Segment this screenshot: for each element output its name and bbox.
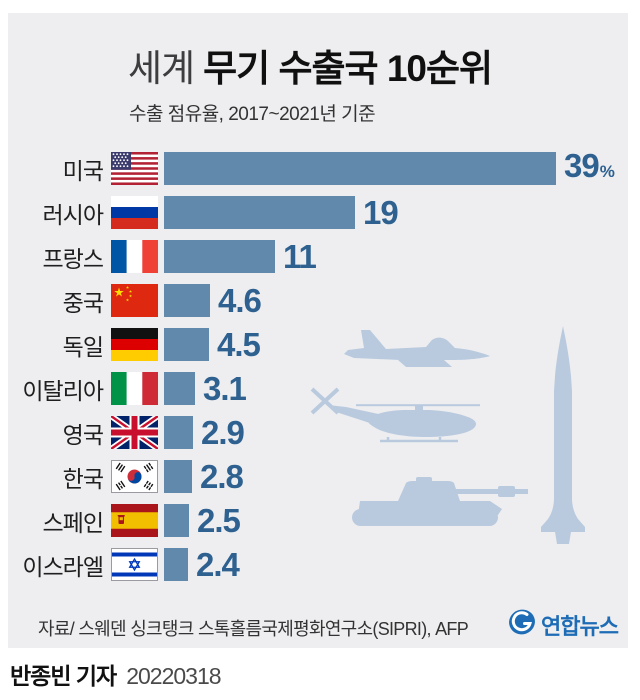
value-label: 2.5 <box>197 502 241 539</box>
bar-chart: 미국 39% 러시아 19 프랑스 11 <box>8 147 628 592</box>
it-flag-icon <box>111 372 158 405</box>
bar <box>164 504 189 537</box>
country-label: 독일 <box>62 333 104 360</box>
source-note: 자료/ 스웨덴 싱크탱크 스톡홀름국제평화연구소(SIPRI), AFP <box>38 619 469 639</box>
chart-row: 영국 2.9 <box>8 414 245 451</box>
missile-icon <box>535 326 591 548</box>
es-flag-icon <box>111 504 158 537</box>
country-label: 이탈리아 <box>22 377 104 404</box>
chart-row: 러시아 19 <box>8 194 399 231</box>
gb-flag-icon <box>111 416 158 449</box>
chart-row: 독일 4.5 <box>8 326 261 363</box>
value-label: 11 <box>283 238 317 275</box>
byline-author: 반종빈 기자 <box>10 663 117 689</box>
value-label: 39% <box>564 147 615 184</box>
value-label: 2.8 <box>200 458 244 495</box>
page-title: 세계 무기 수출국 10순위 <box>128 38 493 92</box>
chart-subtitle: 수출 점유율, 2017~2021년 기준 <box>129 104 376 125</box>
bar <box>164 372 195 405</box>
bar <box>164 240 275 273</box>
bar <box>164 284 210 317</box>
chart-row: 스페인 2.5 <box>8 502 241 539</box>
bar <box>164 460 192 493</box>
chart-row: 이탈리아 3.1 <box>8 370 247 407</box>
country-label: 미국 <box>62 157 104 184</box>
us-flag-icon <box>111 152 158 185</box>
infographic-panel: 세계 무기 수출국 10순위 수출 점유율, 2017~2021년 기준 <box>8 13 628 648</box>
il-flag-icon <box>111 548 158 581</box>
value-label: 2.4 <box>196 546 240 583</box>
tank-icon <box>346 473 536 529</box>
value-label: 4.5 <box>217 326 261 363</box>
country-label: 프랑스 <box>42 245 104 272</box>
bar <box>164 196 355 229</box>
ru-flag-icon <box>111 196 158 229</box>
fighter-jet-icon <box>340 327 492 373</box>
value-label: 19 <box>363 194 399 231</box>
chart-row: 미국 39% <box>8 147 615 185</box>
de-flag-icon <box>111 328 158 361</box>
country-label: 중국 <box>62 289 104 316</box>
value-label: 2.9 <box>201 414 245 451</box>
yonhap-logo-icon <box>507 607 537 642</box>
cn-flag-icon <box>111 284 158 317</box>
bar <box>164 328 209 361</box>
percent-suffix: % <box>599 162 615 181</box>
country-label: 영국 <box>62 421 104 448</box>
bar <box>164 548 188 581</box>
yonhap-logo-text: 연합뉴스 <box>541 613 619 639</box>
bar <box>164 152 556 185</box>
byline: 반종빈 기자 20220318 <box>10 657 222 691</box>
byline-date: 20220318 <box>126 663 221 689</box>
country-label: 이스라엘 <box>22 553 104 580</box>
fr-flag-icon <box>111 240 158 273</box>
chart-row: 중국 4.6 <box>8 282 262 319</box>
chart-row: 이스라엘 2.4 <box>8 546 240 583</box>
helicopter-icon <box>308 386 486 444</box>
title-light-part: 세계 <box>128 48 195 89</box>
bar <box>164 416 193 449</box>
country-label: 스페인 <box>42 509 104 536</box>
country-label: 한국 <box>62 465 104 492</box>
value-label: 4.6 <box>218 282 262 319</box>
title-bold-part: 무기 수출국 10순위 <box>203 48 493 89</box>
country-label: 러시아 <box>42 201 104 228</box>
chart-row: 한국 2.8 <box>8 458 244 495</box>
yonhap-logo: 연합뉴스 <box>507 607 619 642</box>
chart-row: 프랑스 11 <box>8 238 317 275</box>
value-label: 3.1 <box>203 370 247 407</box>
kr-flag-icon <box>111 460 158 493</box>
